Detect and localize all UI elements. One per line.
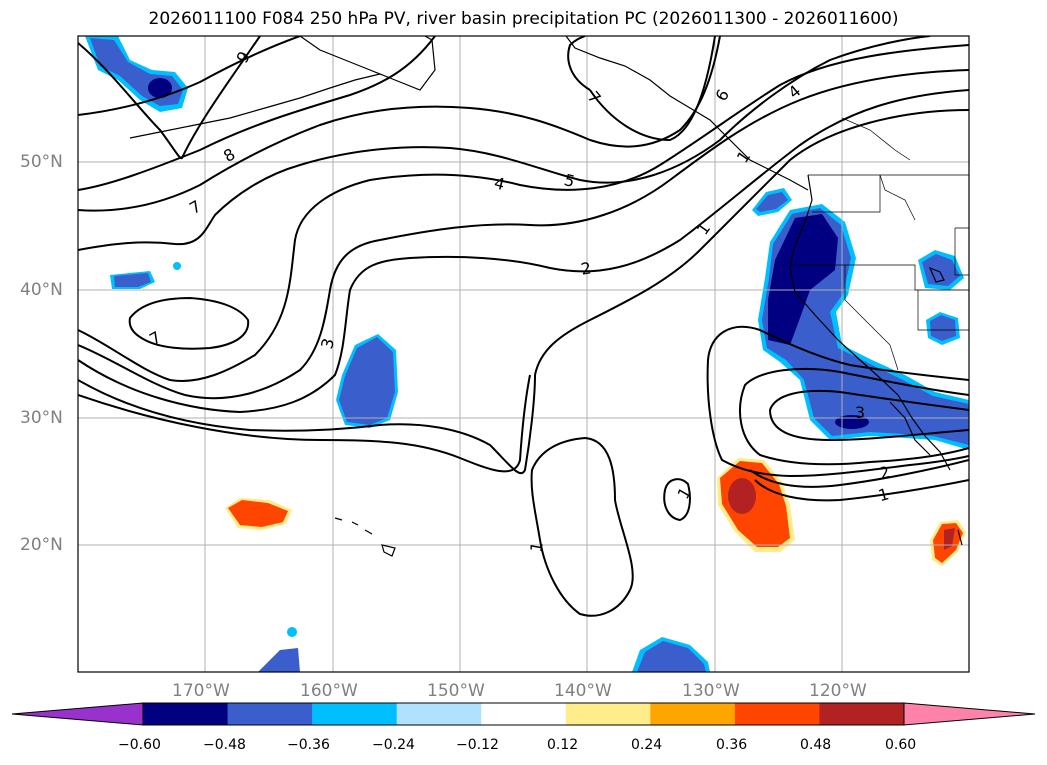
contour-label: 2	[877, 462, 892, 483]
lon-label-170w: 170°W	[172, 681, 230, 701]
contour-label: 1	[526, 540, 546, 553]
colorbar-frame	[142, 702, 905, 726]
colorbar-segment	[650, 703, 736, 725]
colorbar-tick-label: 0.36	[716, 737, 748, 753]
colorbar-tick-label: −0.36	[287, 737, 330, 753]
contour-label: 1	[876, 484, 891, 505]
colorbar-segment	[312, 703, 398, 725]
colorbar-segment	[481, 703, 567, 725]
colorbar-segment	[565, 703, 651, 725]
contour-label: 4	[492, 173, 507, 194]
contour-label: 5	[562, 170, 577, 191]
colorbar-tick-label: −0.12	[456, 737, 499, 753]
colorbar-tick-label: 0.60	[885, 737, 917, 753]
lon-label-140w: 140°W	[554, 681, 612, 701]
colorbar-extend-min	[11, 702, 144, 726]
lat-label-30n: 30°N	[20, 408, 63, 428]
contour-label: 3	[317, 336, 338, 351]
colorbar-tick-label: −0.60	[118, 737, 161, 753]
colorbar-segment	[143, 703, 229, 725]
lat-label-50n: 50°N	[20, 152, 63, 172]
map-title: 2026011100 F084 250 hPa PV, river basin …	[148, 9, 899, 29]
colorbar-tick-label: 0.24	[631, 737, 663, 753]
state-borders	[790, 117, 969, 371]
contour-label: 1	[673, 484, 695, 502]
lat-label-20n: 20°N	[20, 535, 63, 555]
contour-label: 1	[733, 147, 754, 166]
contour-label: 2	[579, 258, 592, 278]
contour-label: 8	[220, 144, 238, 166]
colorbar-tick-label: −0.24	[372, 737, 415, 753]
colorbar-tick-label: 0.12	[547, 737, 579, 753]
pv-contours	[78, 36, 969, 617]
lon-label-120w: 120°W	[809, 681, 867, 701]
colorbar-segment	[734, 703, 820, 725]
colorbar-tick-label: 0.48	[800, 737, 832, 753]
colorbar-segment	[819, 703, 905, 725]
lon-label-130w: 130°W	[682, 681, 740, 701]
map-frame	[77, 35, 970, 673]
lat-label-40n: 40°N	[20, 280, 63, 300]
colorbar-segment	[227, 703, 313, 725]
contour-label: 7	[186, 196, 204, 218]
gridlines	[78, 36, 969, 672]
coastlines	[129, 36, 963, 557]
colorbar	[11, 702, 1036, 726]
colorbar-segment	[396, 703, 482, 725]
precipitation-shading	[85, 36, 969, 672]
colorbar-tick-label: −0.48	[203, 737, 246, 753]
lon-label-160w: 160°W	[300, 681, 358, 701]
lon-label-150w: 150°W	[427, 681, 485, 701]
contour-label: 3	[855, 403, 865, 422]
colorbar-extend-max	[903, 702, 1036, 726]
